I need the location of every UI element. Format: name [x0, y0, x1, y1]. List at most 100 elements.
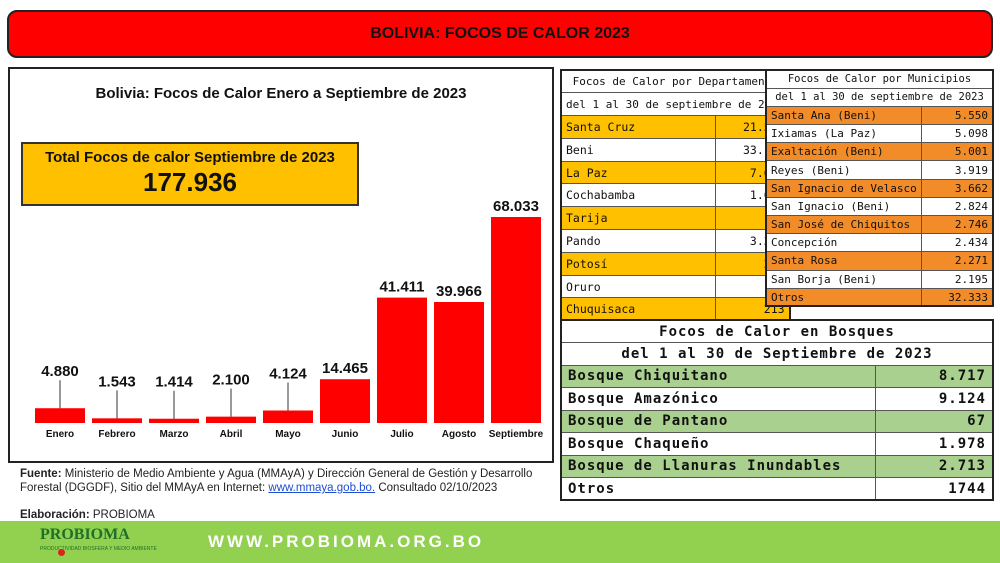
department-row: Chuquisaca 213: [560, 297, 791, 322]
category-label: Agosto: [442, 429, 476, 440]
category-label: Julio: [390, 429, 413, 440]
footer-bar: PROBIOMA PRODUCTIVIDAD BIOSFERA Y MEDIO …: [0, 521, 1000, 563]
municipality-name: San Ignacio de Velasco: [765, 178, 922, 198]
data-label: 14.465: [322, 360, 368, 377]
data-label: 41.411: [379, 279, 424, 296]
department-header-2: del 1 al 30 de septiembre de 2023: [560, 92, 791, 117]
department-row: Potosí236: [560, 251, 791, 276]
category-label: Abril: [220, 429, 243, 440]
forest-value: 2.713: [874, 454, 994, 478]
municipality-value: 2.434: [920, 233, 994, 253]
forest-row: Otros 1744: [560, 477, 994, 501]
municipality-row: Exaltación (Beni) 5.001: [765, 142, 994, 162]
department-row: Beni 33.117: [560, 137, 791, 162]
source-note: Fuente: Ministerio de Medio Ambiente y A…: [20, 467, 560, 495]
municipality-name: San Borja (Beni): [765, 269, 922, 289]
forest-name: Bosque de Llanuras Inundables: [560, 454, 876, 478]
category-label: Marzo: [160, 429, 189, 440]
municipality-value: 32.333: [920, 287, 994, 307]
data-label: 4.124: [269, 366, 307, 383]
department-name: Pando: [560, 229, 717, 253]
data-label: 68.033: [493, 198, 539, 215]
category-label: Septiembre: [489, 429, 544, 440]
source-label: Fuente:: [20, 468, 62, 480]
forest-row: Bosque de Pantano 67: [560, 409, 994, 433]
municipality-name: Concepción: [765, 233, 922, 253]
total-box: Total Focos de calor Septiembre de 2023 …: [21, 142, 359, 206]
municipality-value: 5.001: [920, 142, 994, 162]
bar-chart: 4.880 Enero 1.543 Febrero 1.414 Marzo 2.100 Abr…: [35, 198, 544, 440]
forest-value: 1.978: [874, 432, 994, 456]
municipality-value: 2.271: [920, 251, 994, 271]
department-name: Cochabamba: [560, 183, 717, 208]
bar-julio: [377, 297, 427, 423]
category-label: Junio: [332, 429, 359, 440]
municipality-value: 2.746: [920, 214, 994, 235]
department-name: Oruro: [560, 274, 717, 299]
elaboration-note: Elaboración: PROBIOMA: [20, 509, 155, 521]
source-link[interactable]: www.mmaya.gob.bo.: [268, 482, 376, 494]
municipality-row: San Ignacio de Velasco 3.662: [765, 178, 994, 198]
municipality-row: Santa Rosa 2.271: [765, 251, 994, 271]
department-name: La Paz: [560, 160, 717, 185]
department-name: Santa Cruz: [560, 115, 717, 139]
department-name: Beni: [560, 137, 717, 162]
forest-value: 9.124: [874, 387, 994, 411]
department-name: Tarija: [560, 206, 717, 231]
municipality-row: San Ignacio (Beni) 2.824: [765, 196, 994, 217]
department-header-1: Focos de Calor por Departamento: [560, 69, 791, 94]
source-consulted: Consultado 02/10/2023: [378, 482, 498, 494]
forest-header-1: Focos de Calor en Bosques: [560, 319, 994, 343]
probioma-logo: PROBIOMA: [40, 526, 130, 543]
forest-value: 67: [874, 409, 994, 433]
department-row: Oruro116: [560, 274, 791, 299]
data-label: 2.100: [212, 372, 250, 389]
bar-febrero: [92, 418, 142, 423]
bar-mayo: [263, 410, 313, 423]
municipality-value: 2.195: [920, 269, 994, 289]
municipality-name: Exaltación (Beni): [765, 142, 922, 162]
page-title: BOLIVIA: FOCOS DE CALOR 2023: [370, 25, 630, 42]
data-label: 39.966: [436, 283, 482, 300]
municipality-value: 5.098: [920, 124, 994, 144]
municipality-name: San José de Chiquitos: [765, 214, 922, 235]
bar-chart-panel: Bolivia: Focos de Calor Enero a Septiemb…: [8, 67, 554, 463]
forest-header-2: del 1 al 30 de Septiembre de 2023: [560, 342, 994, 366]
department-name: Potosí: [560, 251, 717, 276]
municipality-name: Ixiamas (La Paz): [765, 124, 922, 144]
municipality-name: Otros: [765, 287, 922, 307]
chart-title: Bolivia: Focos de Calor Enero a Septiemb…: [95, 85, 467, 102]
municipality-name: Santa Ana (Beni): [765, 105, 922, 126]
department-name: Chuquisaca: [560, 297, 717, 322]
total-value: 177.936: [143, 167, 237, 197]
source-text: Ministerio de Medio Ambiente y Agua (MMA…: [20, 468, 533, 494]
municipality-row: Otros 32.333: [765, 287, 994, 307]
forest-row: Bosque Chaqueño 1.978: [560, 432, 994, 456]
total-label: Total Focos de calor Septiembre de 2023: [45, 149, 335, 166]
forest-value: 1744: [874, 477, 994, 501]
municipality-row: San José de Chiquitos 2.746: [765, 214, 994, 235]
department-row: Santa Cruz 21.553: [560, 115, 791, 139]
forest-value: 8.717: [874, 364, 994, 388]
forest-name: Bosque de Pantano: [560, 409, 876, 433]
municipality-name: Santa Rosa: [765, 251, 922, 271]
forest-row: Bosque Amazónico 9.124: [560, 387, 994, 411]
municipality-header-2: del 1 al 30 de septiembre de 2023: [765, 87, 994, 107]
municipality-table: Focos de Calor por Municipios del 1 al 3…: [765, 69, 994, 308]
data-label: 4.880: [41, 363, 79, 380]
bar-enero: [35, 408, 85, 423]
bar-septiembre: [491, 217, 541, 423]
category-label: Mayo: [275, 429, 301, 440]
bar-junio: [320, 379, 370, 423]
forest-row: Bosque de Llanuras Inundables 2.713: [560, 454, 994, 478]
department-row: Pando3.358: [560, 229, 791, 253]
municipality-value: 3.662: [920, 178, 994, 198]
bar-abril: [206, 416, 256, 423]
data-label: 1.414: [155, 374, 193, 391]
elaboration-label: Elaboración:: [20, 509, 90, 521]
category-label: Enero: [46, 429, 74, 440]
department-row: Tarija177: [560, 206, 791, 231]
forest-table: Focos de Calor en Bosques del 1 al 30 de…: [560, 319, 994, 501]
page-title-banner: BOLIVIA: FOCOS DE CALOR 2023: [7, 10, 993, 58]
footer-url[interactable]: WWW.PROBIOMA.ORG.BO: [208, 532, 485, 551]
